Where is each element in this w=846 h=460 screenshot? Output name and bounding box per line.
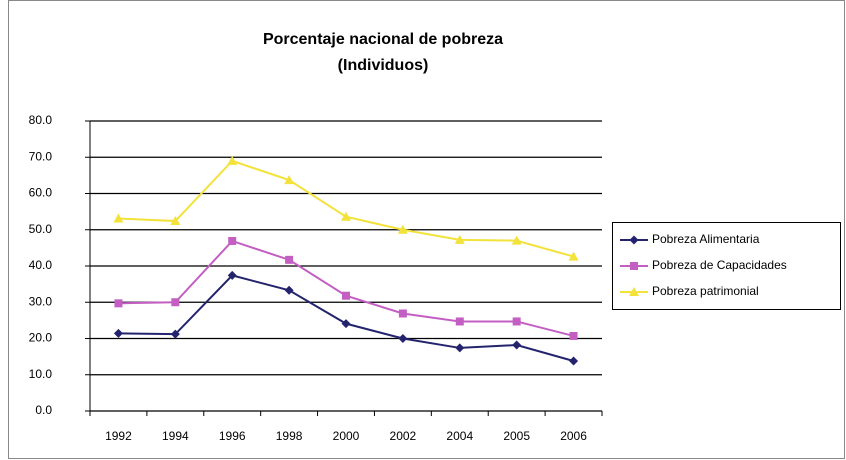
data-point <box>170 329 180 339</box>
data-point <box>284 175 295 185</box>
data-point <box>568 251 579 261</box>
y-tick-label: 40.0 <box>29 258 53 272</box>
legend-marker <box>630 262 638 270</box>
data-point <box>569 356 579 366</box>
y-tick-label: 10.0 <box>29 367 53 381</box>
data-point <box>113 328 123 338</box>
y-tick-label: 60.0 <box>29 186 53 200</box>
data-point <box>170 216 181 226</box>
chart-title: Porcentaje nacional de pobreza <box>263 31 503 48</box>
data-point <box>228 236 237 245</box>
y-tick-label: 80.0 <box>29 113 53 127</box>
chart-subtitle: (Individuos) <box>338 57 429 74</box>
data-point <box>455 317 464 326</box>
x-tick-label: 1994 <box>162 429 189 443</box>
data-point <box>398 309 407 318</box>
data-point <box>171 298 180 307</box>
y-tick-label: 20.0 <box>29 331 53 345</box>
data-point <box>398 334 408 343</box>
x-tick-label: 2002 <box>390 429 417 443</box>
data-point <box>227 155 238 165</box>
legend-label: Pobreza patrimonial <box>652 284 759 298</box>
x-tick-label: 1998 <box>276 429 303 443</box>
x-tick-label: 1992 <box>105 429 132 443</box>
data-point <box>227 270 237 280</box>
x-tick-label: 1996 <box>219 429 246 443</box>
data-point <box>113 213 124 223</box>
data-point <box>455 343 465 353</box>
data-point <box>569 331 578 340</box>
data-point <box>454 234 465 244</box>
data-point <box>342 291 350 300</box>
legend-box <box>612 222 841 310</box>
data-point <box>511 235 522 245</box>
legend-marker <box>629 287 639 296</box>
x-tick-label: 2000 <box>333 429 360 443</box>
data-point <box>114 299 123 308</box>
data-point <box>341 319 351 329</box>
data-point <box>284 285 294 295</box>
x-tick-label: 2005 <box>503 429 530 443</box>
y-tick-label: 70.0 <box>29 149 53 163</box>
data-point <box>285 255 294 264</box>
data-point <box>512 340 522 350</box>
data-point <box>397 224 408 234</box>
data-point <box>512 317 521 326</box>
x-tick-label: 2006 <box>560 429 587 443</box>
legend-label: Pobreza de Capacidades <box>652 258 787 272</box>
legend-marker <box>629 235 639 245</box>
data-point <box>341 211 351 221</box>
y-tick-label: 50.0 <box>29 222 53 236</box>
x-tick-label: 2004 <box>446 429 473 443</box>
y-tick-label: 0.0 <box>35 403 52 417</box>
legend-label: Pobreza Alimentaria <box>652 232 760 246</box>
y-tick-label: 30.0 <box>29 294 53 308</box>
